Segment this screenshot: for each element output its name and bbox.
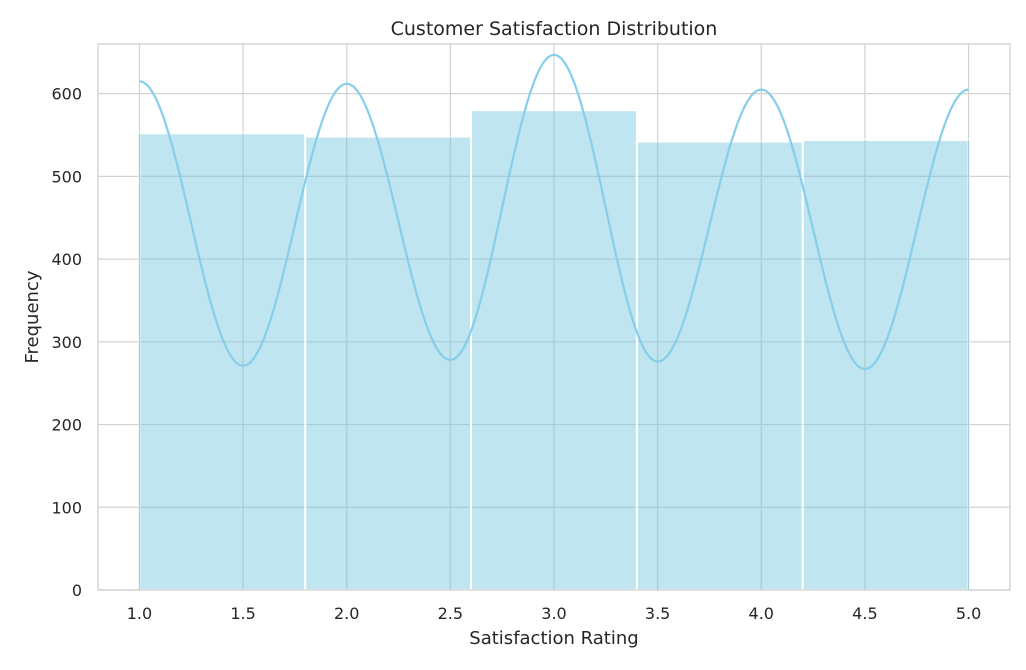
kde-curve (139, 53, 969, 371)
histogram-bar-3 (635, 140, 804, 591)
x-axis-label: Satisfaction Rating (469, 628, 638, 649)
y-tick-label-6: 600 (51, 85, 82, 104)
x-tick-label-6: 4.0 (749, 604, 774, 623)
y-axis-ticks: 0 100 200 300 400 500 600 (51, 85, 82, 600)
grid-lines-over-bars (138, 110, 970, 590)
x-axis-ticks: 1.0 1.5 2.0 2.5 3.0 3.5 4.0 4.5 5.0 (127, 604, 982, 623)
y-tick-label-1: 100 (51, 498, 82, 517)
x-tick-label-3: 2.5 (438, 604, 463, 623)
y-tick-label-0: 0 (72, 581, 82, 600)
y-tick-label-2: 200 (51, 416, 82, 435)
x-tick-label-4: 3.0 (541, 604, 566, 623)
x-tick-label-7: 4.5 (852, 604, 877, 623)
x-tick-label-2: 2.0 (334, 604, 359, 623)
x-tick-label-1: 1.5 (230, 604, 255, 623)
chart-title: Customer Satisfaction Distribution (391, 18, 718, 40)
y-tick-label-5: 500 (51, 167, 82, 186)
plot-frame (97, 43, 1011, 591)
y-tick-label-4: 400 (51, 250, 82, 269)
x-tick-label-8: 5.0 (956, 604, 981, 623)
histogram-bar-1 (304, 135, 473, 591)
y-tick-label-3: 300 (51, 333, 82, 352)
histogram-bar-0 (138, 132, 307, 591)
x-tick-label-0: 1.0 (127, 604, 152, 623)
histogram-bar-4 (801, 138, 970, 592)
x-tick-label-5: 3.5 (645, 604, 670, 623)
y-axis-label: Frequency (22, 270, 43, 363)
